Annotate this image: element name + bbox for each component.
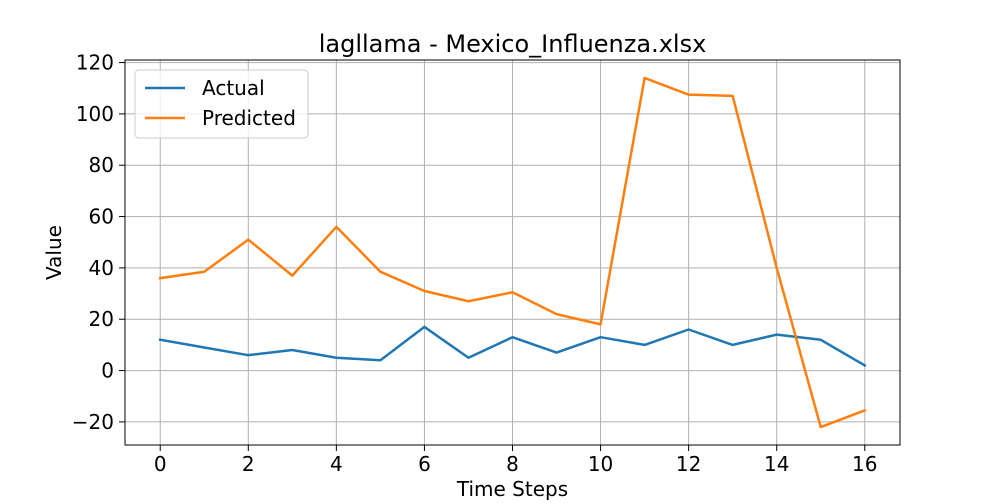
y-tick-label: 100 <box>76 102 114 126</box>
x-tick-label: 14 <box>764 452 789 476</box>
legend-label-predicted: Predicted <box>202 106 296 130</box>
y-axis-label: Value <box>42 225 66 280</box>
y-tick-label: 40 <box>89 256 114 280</box>
x-tick-label: 6 <box>418 452 431 476</box>
series-line-actual <box>158 325 867 368</box>
y-tick-label: 20 <box>89 307 114 331</box>
x-tick-label: 8 <box>506 452 519 476</box>
series-line-predicted <box>158 76 867 429</box>
y-tick-label: 120 <box>76 51 114 75</box>
x-tick-label: 2 <box>242 452 255 476</box>
x-axis-label: Time Steps <box>456 477 568 500</box>
chart-title: lagllama - Mexico_Influenza.xlsx <box>319 30 707 58</box>
y-tick-label: 60 <box>89 205 114 229</box>
x-tick-label: 12 <box>676 452 701 476</box>
y-tick-label: 80 <box>89 153 114 177</box>
grid <box>125 60 900 445</box>
x-tick-label: 10 <box>588 452 613 476</box>
axis-ticks: 0 2 4 6 8 10 12 14 16 −20 0 20 40 60 80 100 120 <box>72 51 878 476</box>
series-lines <box>158 76 867 429</box>
y-tick-label: −20 <box>72 410 114 434</box>
x-tick-label: 0 <box>154 452 167 476</box>
x-tick-label: 16 <box>852 452 877 476</box>
y-tick-label: 0 <box>101 359 114 383</box>
legend-label-actual: Actual <box>202 76 265 100</box>
x-tick-label: 4 <box>330 452 343 476</box>
legend: Actual Predicted <box>134 69 309 139</box>
